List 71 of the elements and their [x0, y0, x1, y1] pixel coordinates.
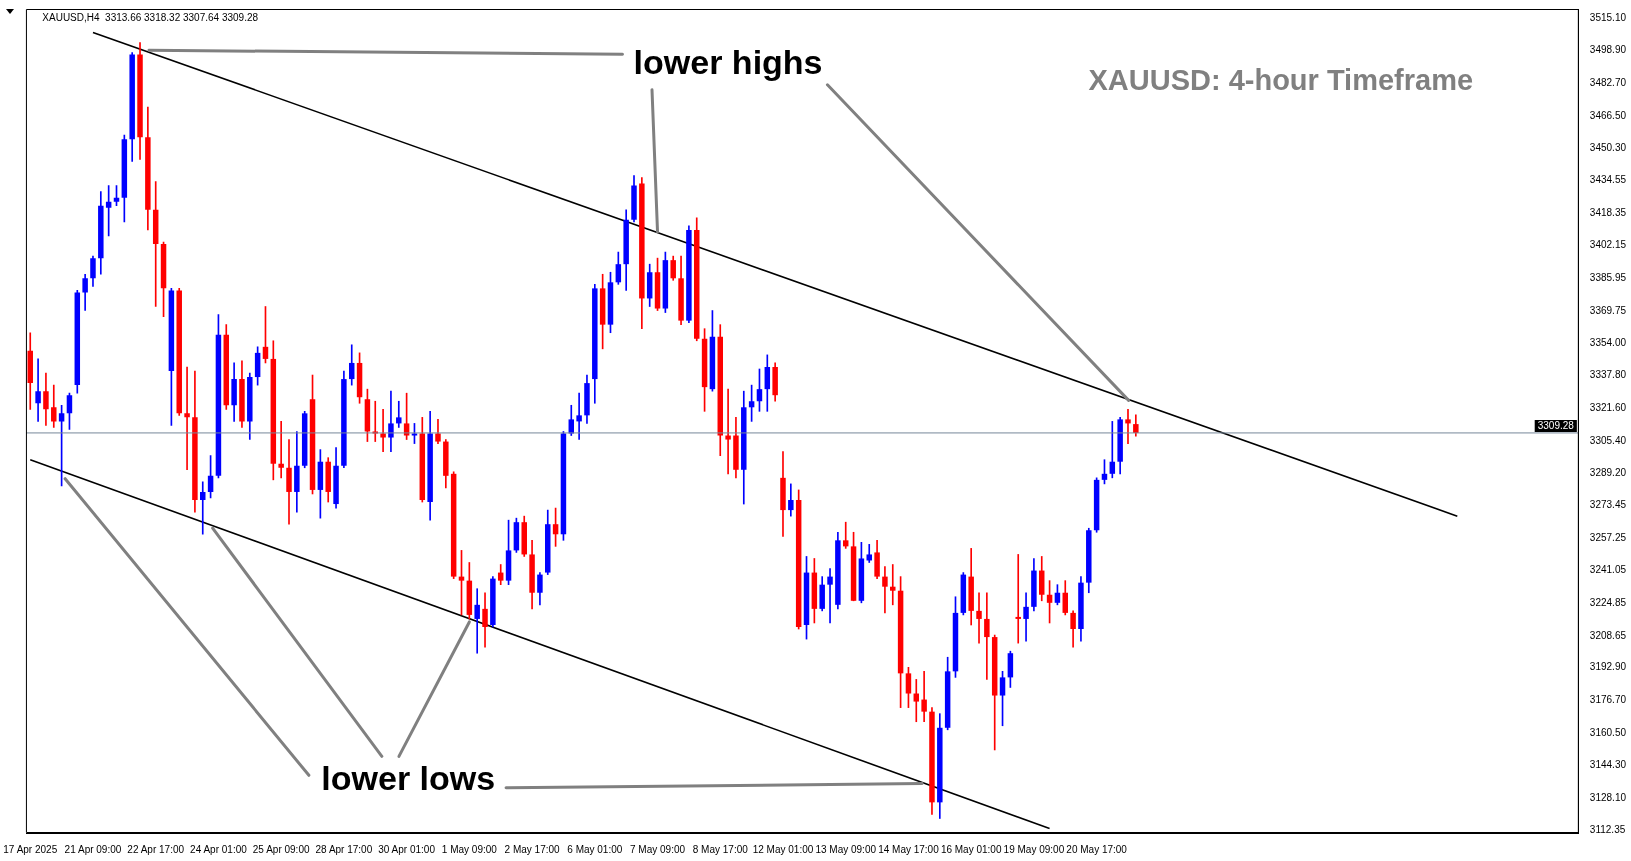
x-tick-label: 1 May 09:00	[441, 843, 498, 855]
x-tick-label: 28 Apr 17:00	[315, 843, 373, 855]
candlestick	[890, 564, 896, 606]
y-tick-label: 3192.90	[1589, 661, 1627, 673]
x-tick-label: 19 May 09:00	[1003, 843, 1065, 855]
candlestick	[842, 521, 849, 549]
annotation: lower highs	[633, 43, 823, 82]
y-tick-label: 3321.60	[1589, 401, 1627, 413]
y-tick-label: 3385.95	[1589, 272, 1627, 284]
y-tick-label: 3289.20	[1589, 467, 1627, 479]
candlestick	[1015, 554, 1021, 644]
candlestick	[913, 679, 920, 723]
candlestick	[474, 588, 480, 654]
candlestick	[388, 390, 394, 452]
y-tick-label: 3224.85	[1589, 596, 1627, 608]
x-tick-label: 25 Apr 09:00	[252, 843, 310, 855]
candlestick	[576, 392, 582, 440]
candlestick	[725, 388, 731, 475]
x-tick-label: 24 Apr 01:00	[190, 843, 248, 855]
candlestick	[184, 366, 190, 471]
y-tick-label: 3241.05	[1589, 564, 1627, 576]
candlestick	[827, 568, 833, 624]
text: XAUUSD: 4-hour Timeframe	[1088, 64, 1474, 97]
candlestick	[976, 592, 982, 644]
x-tick-label: 30 Apr 01:00	[378, 843, 436, 855]
y-tick-label: 3208.65	[1589, 629, 1627, 641]
x-tick-label: 14 May 17:00	[878, 843, 940, 855]
candlestick	[380, 408, 386, 452]
candlestick	[35, 358, 41, 422]
candlestick	[200, 481, 206, 535]
ref-line-label: 3309.28	[1537, 419, 1575, 431]
x-tick-label: 22 Apr 17:00	[127, 843, 185, 855]
y-tick-label: 3450.30	[1589, 142, 1627, 154]
y-tick-label: 3515.10	[1589, 11, 1627, 23]
candlestick	[1125, 408, 1131, 444]
x-tick-label: 17 Apr 2025	[3, 843, 58, 855]
annotation: lower lows	[321, 759, 496, 798]
y-tick-label: 3498.90	[1589, 44, 1627, 56]
y-tick-label: 3418.35	[1589, 206, 1627, 218]
y-tick-label: 3305.40	[1589, 434, 1627, 446]
candlestick	[1023, 592, 1029, 642]
candlestick	[921, 671, 927, 723]
y-tick-label: 3369.75	[1589, 304, 1627, 316]
y-tick-label: 3176.70	[1589, 693, 1627, 705]
y-tick-label: 3402.15	[1589, 239, 1627, 251]
candlestick	[984, 592, 990, 680]
chart-subtitle: XAUUSD,H4 3313.66 3318.32 3307.64 3309.28	[42, 11, 259, 23]
candlestick	[278, 421, 284, 479]
y-tick-label: 3466.50	[1589, 109, 1627, 121]
x-tick-label: 21 Apr 09:00	[64, 843, 122, 855]
y-tick-label: 3482.70	[1589, 77, 1627, 89]
x-tick-label: 6 May 01:00	[567, 843, 623, 855]
y-tick-label: 3257.25	[1589, 531, 1627, 543]
y-tick-label: 3434.55	[1589, 174, 1627, 186]
x-tick-label: 16 May 01:00	[940, 843, 1002, 855]
y-tick-label: 3337.80	[1589, 369, 1627, 381]
y-tick-label: 3128.10	[1589, 791, 1627, 803]
y-tick-label: 3112.35	[1589, 823, 1626, 835]
candlestick	[396, 400, 402, 428]
y-tick-label: 3354.00	[1589, 336, 1627, 348]
y-tick-label: 3144.30	[1589, 759, 1627, 771]
candlestick	[1109, 421, 1116, 479]
x-tick-label: 7 May 09:00	[630, 843, 686, 855]
y-tick-label: 3160.50	[1589, 726, 1627, 738]
x-tick-label: 2 May 17:00	[504, 843, 561, 855]
x-tick-label: 13 May 09:00	[815, 843, 877, 855]
x-tick-label: 12 May 01:00	[752, 843, 814, 855]
x-tick-label: 8 May 17:00	[692, 843, 749, 855]
y-tick-label: 3273.45	[1589, 498, 1627, 510]
candlestick	[882, 566, 888, 614]
x-tick-label: 20 May 17:00	[1066, 843, 1128, 855]
